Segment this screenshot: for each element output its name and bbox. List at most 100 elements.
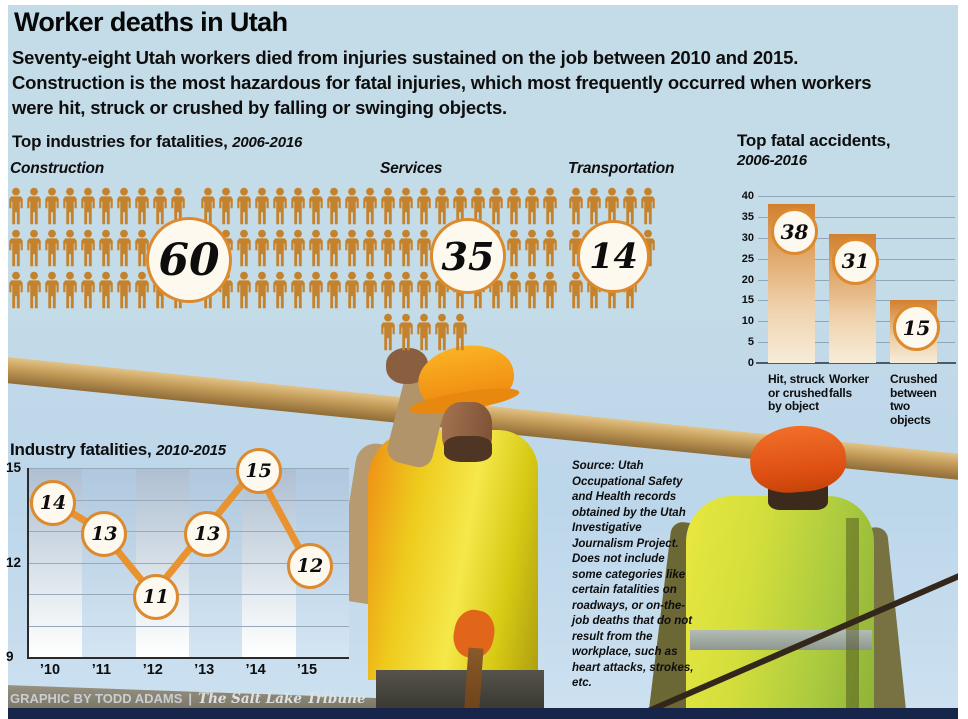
person-icon <box>308 270 324 310</box>
person-icon <box>116 270 132 310</box>
person-icon <box>254 270 270 310</box>
fatalities-line-chart-plot <box>27 468 349 659</box>
person-icon <box>568 270 584 310</box>
person-icon <box>44 186 60 226</box>
person-icon <box>622 186 638 226</box>
person-icon <box>506 186 522 226</box>
person-icon <box>344 270 360 310</box>
person-icon <box>80 270 96 310</box>
construction-photo <box>8 318 958 719</box>
fatalities-heading: Industry fatalities, 2010-2015 <box>10 440 226 460</box>
person-icon <box>568 186 584 226</box>
person-icon <box>524 270 540 310</box>
credit-author: GRAPHIC BY TODD ADAMS <box>10 691 183 706</box>
person-icon <box>586 186 602 226</box>
person-icon <box>344 186 360 226</box>
person-icon <box>326 270 342 310</box>
person-icon <box>8 186 24 226</box>
line-chart-gridline <box>29 625 349 627</box>
label-transportation: Transportation <box>568 160 675 177</box>
person-icon <box>152 186 168 226</box>
person-icon <box>62 228 78 268</box>
person-icon <box>80 228 96 268</box>
person-icon <box>254 186 270 226</box>
credit-line: GRAPHIC BY TODD ADAMS | The Salt Lake Trib… <box>10 691 366 707</box>
person-icon <box>398 186 414 226</box>
label-services: Services <box>380 160 443 177</box>
credit-publication: The Salt Lake Tribune <box>198 691 366 707</box>
person-icon <box>416 186 432 226</box>
person-icon <box>398 228 414 268</box>
source-note: Source: Utah Occupational Safety and Hea… <box>572 460 694 689</box>
person-icon <box>290 186 306 226</box>
person-icon <box>62 270 78 310</box>
services-total-badge: 35 <box>430 218 506 294</box>
person-icon <box>116 186 132 226</box>
person-icon <box>236 228 252 268</box>
person-icon <box>434 312 450 352</box>
industries-heading-period: 2006-2016 <box>232 134 303 151</box>
person-icon <box>524 228 540 268</box>
accidents-heading-period: 2006-2016 <box>737 152 807 169</box>
person-icon <box>398 270 414 310</box>
line-chart-gridline <box>29 499 349 501</box>
person-icon <box>506 228 522 268</box>
person-icon <box>488 186 504 226</box>
photo-left-worker-beard <box>444 436 492 462</box>
person-icon <box>380 186 396 226</box>
person-icon <box>640 186 656 226</box>
person-icon <box>236 270 252 310</box>
person-icon <box>98 270 114 310</box>
person-icon <box>398 312 414 352</box>
person-icon <box>44 270 60 310</box>
person-icon <box>134 186 150 226</box>
person-icon <box>362 270 378 310</box>
person-icon <box>326 228 342 268</box>
page-title: Worker deaths in Utah <box>14 7 288 37</box>
person-icon <box>272 186 288 226</box>
person-icon <box>272 270 288 310</box>
person-icon <box>452 312 468 352</box>
pictogram-row <box>380 312 558 352</box>
photo-bottom-dark-strip <box>8 708 958 719</box>
line-chart-gridline <box>29 468 349 469</box>
fatalities-heading-text: Industry fatalities, <box>10 440 152 459</box>
label-construction: Construction <box>10 160 105 177</box>
intro-text: Seventy-eight Utah workers died from inj… <box>12 47 872 118</box>
accidents-heading: Top fatal accidents, 2006-2016 <box>737 131 947 170</box>
line-chart-gridline <box>29 531 349 532</box>
person-icon <box>98 186 114 226</box>
person-icon <box>8 270 24 310</box>
person-icon <box>26 186 42 226</box>
person-icon <box>218 186 234 226</box>
person-icon <box>26 270 42 310</box>
person-icon <box>542 270 558 310</box>
person-icon <box>542 228 558 268</box>
person-icon <box>98 228 114 268</box>
person-icon <box>344 228 360 268</box>
person-icon <box>8 228 24 268</box>
person-icon <box>254 228 270 268</box>
person-icon <box>326 186 342 226</box>
person-icon <box>308 228 324 268</box>
construction-total-badge: 60 <box>146 217 232 303</box>
person-icon <box>62 186 78 226</box>
person-icon <box>380 228 396 268</box>
person-icon <box>380 270 396 310</box>
person-icon <box>290 270 306 310</box>
line-chart-gridline <box>29 594 349 595</box>
photo-reflective-stripe <box>690 630 872 650</box>
fatalities-heading-period: 2010-2015 <box>156 442 226 459</box>
person-icon <box>362 228 378 268</box>
person-icon <box>272 228 288 268</box>
accidents-heading-text: Top fatal accidents, <box>737 131 891 150</box>
person-icon <box>308 186 324 226</box>
person-icon <box>380 312 396 352</box>
person-icon <box>44 228 60 268</box>
industries-heading-text: Top industries for fatalities, <box>12 132 228 151</box>
person-icon <box>362 186 378 226</box>
transportation-total-badge: 14 <box>577 220 650 293</box>
person-icon <box>134 270 150 310</box>
person-icon <box>290 228 306 268</box>
person-icon <box>80 186 96 226</box>
